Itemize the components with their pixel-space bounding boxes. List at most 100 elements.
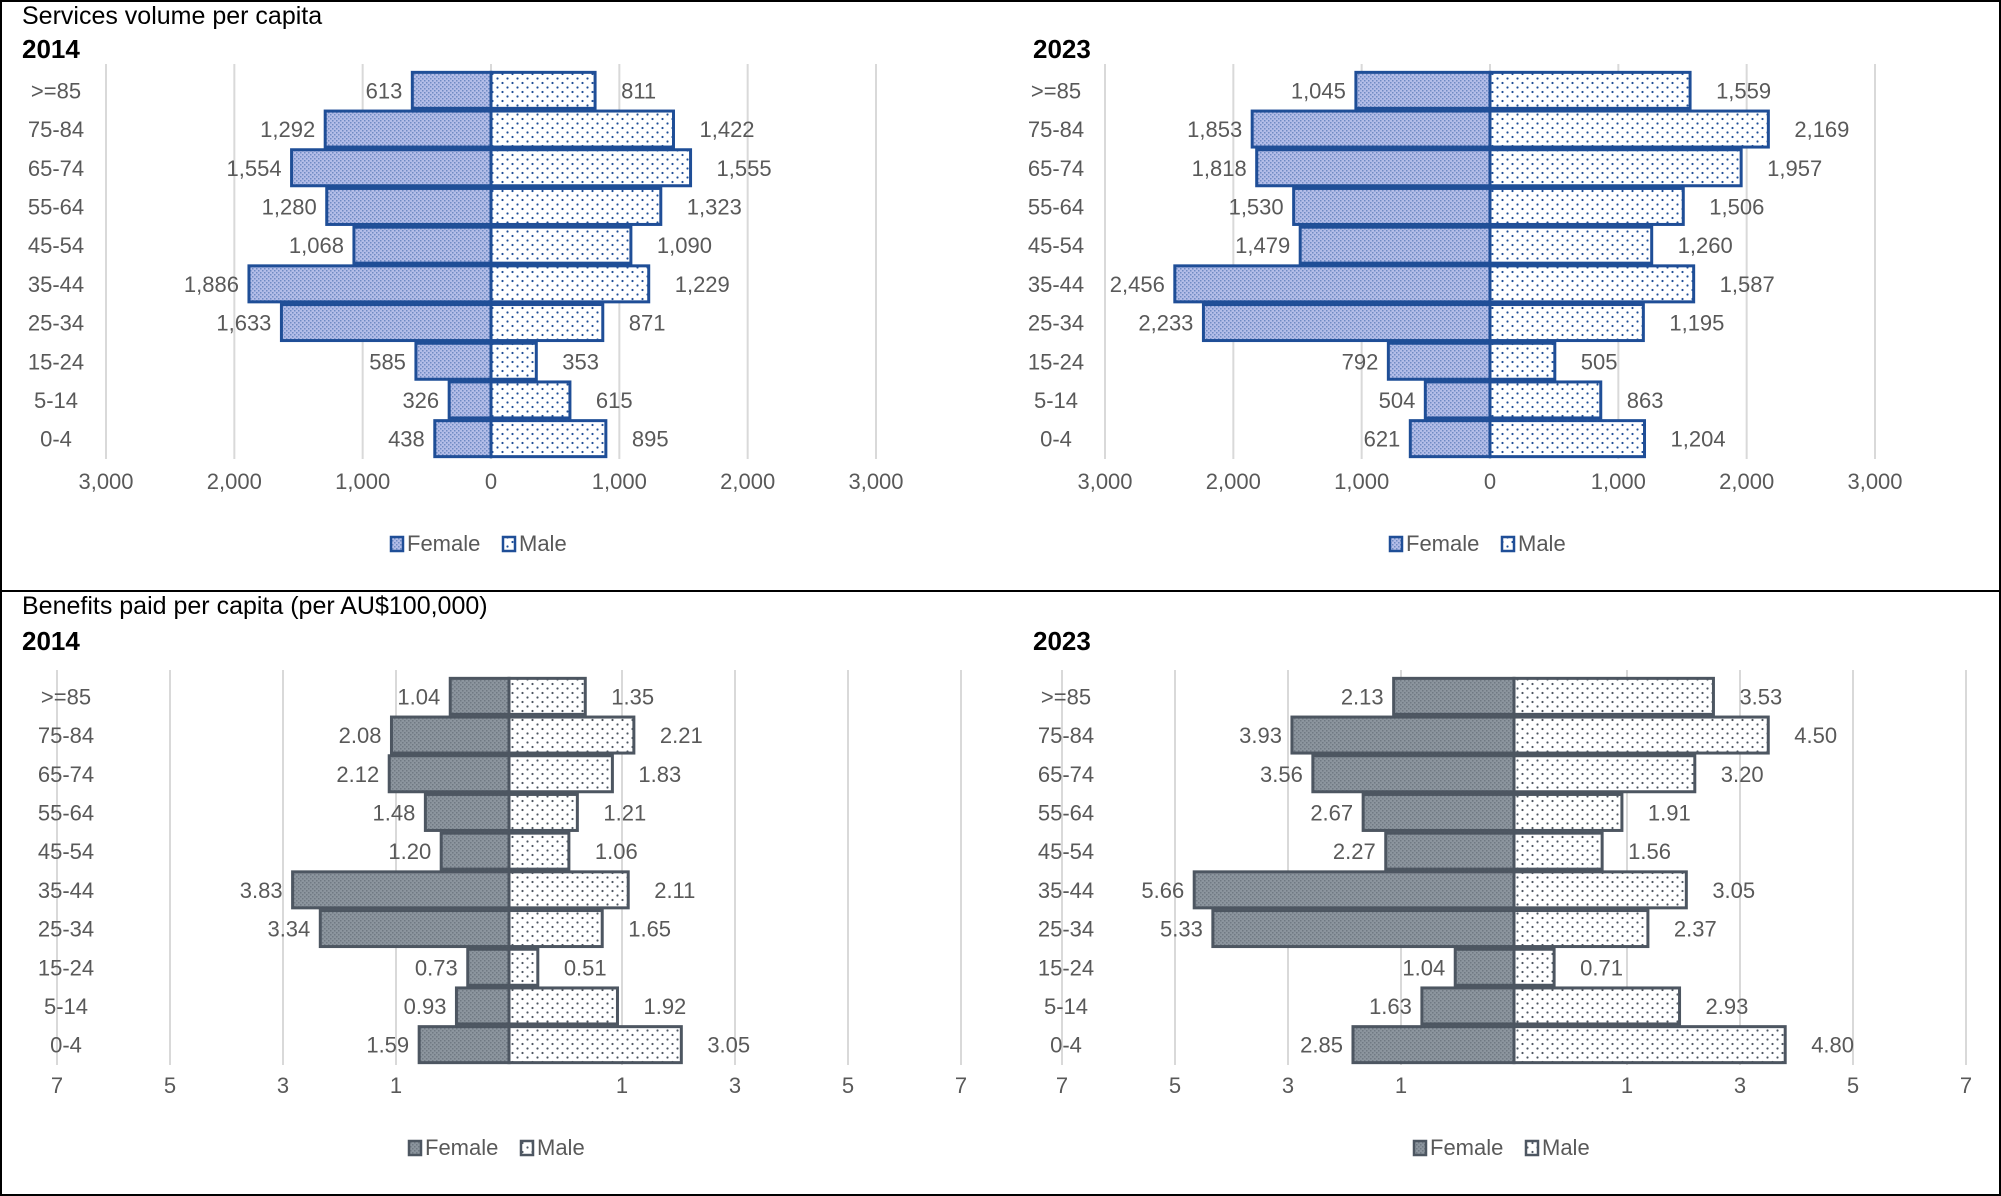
female-bar — [1290, 715, 1516, 755]
female-bar — [447, 380, 493, 420]
male-bar — [1512, 715, 1770, 755]
chart-title-services-2023: 2023 — [1033, 34, 1091, 64]
male-data-label: 811 — [621, 78, 656, 103]
x-tick-label: 1,000 — [335, 469, 390, 494]
male-data-label: 1,587 — [1720, 272, 1775, 297]
female-data-label: 1,068 — [289, 233, 344, 258]
category-label: 0-4 — [50, 1033, 82, 1058]
female-bar — [1384, 831, 1516, 871]
female-bar — [1354, 70, 1492, 110]
chart-title-services-2014: 2014 — [22, 34, 80, 64]
female-data-label: 504 — [1379, 388, 1416, 413]
male-bar — [489, 70, 597, 110]
male-data-label: 353 — [562, 349, 599, 374]
male-bar — [489, 148, 693, 188]
x-tick-label: 3,000 — [1847, 469, 1902, 494]
female-data-label: 792 — [1342, 349, 1379, 374]
category-label: 45-54 — [1028, 233, 1084, 258]
male-data-label: 1,957 — [1767, 156, 1822, 181]
category-label: 55-64 — [1028, 194, 1084, 219]
female-data-label: 1,479 — [1235, 233, 1290, 258]
legend-label-female: Female — [1430, 1135, 1503, 1160]
legend-label-female: Female — [407, 531, 480, 556]
x-tick-label: 0 — [1484, 469, 1496, 494]
male-data-label: 615 — [596, 388, 633, 413]
category-label: 45-54 — [38, 839, 94, 864]
legend: Female Male — [1412, 1135, 1590, 1160]
male-bar — [1512, 870, 1688, 910]
x-tick-label: 3,000 — [78, 469, 133, 494]
male-bar — [1512, 792, 1624, 832]
category-label: 65-74 — [38, 762, 94, 787]
female-bar — [325, 186, 493, 226]
legend-label-male: Male — [519, 531, 567, 556]
female-data-label: 1,292 — [260, 117, 315, 142]
male-bar — [1512, 1025, 1787, 1065]
female-bar — [1392, 676, 1516, 716]
male-data-label: 2.21 — [660, 723, 703, 748]
category-label: 55-64 — [28, 194, 84, 219]
x-tick-label: 2,000 — [207, 469, 262, 494]
female-data-label: 438 — [388, 427, 425, 452]
female-bar — [318, 909, 511, 949]
male-data-label: 1,422 — [699, 117, 754, 142]
x-tick-label: 3 — [1282, 1073, 1294, 1098]
category-label: 45-54 — [28, 233, 84, 258]
female-data-label: 326 — [402, 388, 439, 413]
x-tick-label: 3 — [1734, 1073, 1746, 1098]
male-bar — [507, 831, 571, 871]
category-label: 5-14 — [1034, 388, 1078, 413]
category-label: 25-34 — [1028, 311, 1084, 336]
male-bar — [507, 715, 636, 755]
legend-label-female: Female — [1406, 531, 1479, 556]
female-bar — [423, 792, 511, 832]
male-bar — [1488, 70, 1692, 110]
female-data-label: 1,554 — [227, 156, 282, 181]
category-label: >=85 — [1031, 78, 1081, 103]
male-data-label: 2.11 — [654, 878, 695, 903]
female-data-label: 1.48 — [373, 800, 416, 825]
male-bar — [507, 909, 604, 949]
female-bar — [1192, 870, 1516, 910]
female-bar — [1351, 1025, 1516, 1065]
female-bar — [323, 109, 493, 149]
female-bar — [439, 831, 511, 871]
female-data-label: 1,530 — [1229, 194, 1284, 219]
female-data-label: 2.08 — [339, 723, 382, 748]
female-bar — [448, 676, 511, 716]
female-bar — [1298, 225, 1492, 265]
female-data-label: 621 — [1364, 427, 1401, 452]
x-tick-label: 5 — [1169, 1073, 1181, 1098]
female-data-label: 1.63 — [1369, 994, 1412, 1019]
benefits-2023-pyramid-chart: 7 5 3 1 1 3 5 7 >=85 2.13 3.53 75-84 3.93 4.50 65-74 3.… — [1038, 670, 1972, 1160]
x-tick-label: 0 — [485, 469, 497, 494]
male-bar — [507, 986, 619, 1026]
female-data-label: 5.66 — [1141, 878, 1184, 903]
category-label: 65-74 — [1038, 762, 1094, 787]
category-label: 0-4 — [1050, 1033, 1082, 1058]
x-tick-label: 7 — [955, 1073, 967, 1098]
female-bar — [1361, 792, 1516, 832]
x-tick-label: 1,000 — [1334, 469, 1389, 494]
category-label: 15-24 — [38, 955, 94, 980]
female-data-label: 3.56 — [1260, 762, 1303, 787]
female-bar — [1420, 986, 1516, 1026]
x-tick-label: 2,000 — [1206, 469, 1261, 494]
female-data-label: 1,886 — [184, 272, 239, 297]
male-bar — [1488, 186, 1685, 226]
female-bar — [454, 986, 511, 1026]
male-bar — [1488, 303, 1645, 343]
female-data-label: 1,853 — [1187, 117, 1242, 142]
female-bar — [1201, 303, 1492, 343]
legend: Female Male — [1388, 531, 1566, 556]
male-bar — [507, 792, 579, 832]
male-data-label: 3.53 — [1739, 684, 1782, 709]
legend-label-male: Male — [1542, 1135, 1590, 1160]
male-data-label: 505 — [1581, 349, 1618, 374]
female-data-label: 2,233 — [1138, 311, 1193, 336]
male-data-label: 1.91 — [1648, 800, 1691, 825]
female-bar — [290, 148, 493, 188]
male-bar — [1512, 947, 1556, 987]
male-data-label: 1.35 — [611, 684, 654, 709]
female-data-label: 2,456 — [1110, 272, 1165, 297]
